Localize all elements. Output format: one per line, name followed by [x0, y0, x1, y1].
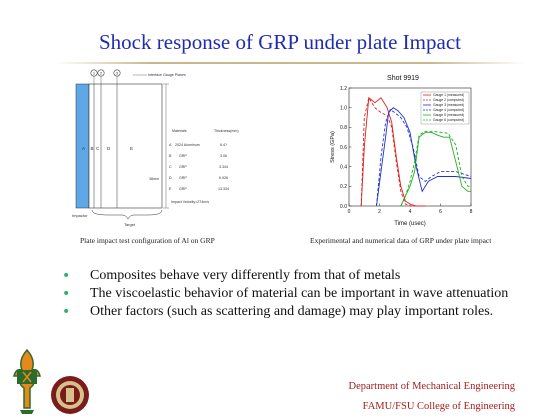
table-row-material: GRP	[179, 165, 187, 169]
bullet-text: Composites behave very differently from …	[90, 268, 401, 283]
gauge-number-3: 3	[116, 71, 119, 76]
y-tick-label: 0.8	[340, 125, 347, 131]
target-label: Target	[124, 222, 136, 227]
y-tick-label: 0.0	[340, 204, 347, 210]
gauge-number-1: 1	[93, 71, 96, 76]
y-axis-label: Stress (GPa)	[330, 131, 336, 163]
bullet-dot-icon: •	[62, 268, 71, 284]
table-header-thickness: Thickness(mm)	[214, 129, 239, 133]
y-tick-label: 0.4	[340, 164, 347, 170]
table-row-thickness: 6.4?	[220, 143, 227, 147]
table-row-material: GRP	[179, 176, 187, 180]
legend-label: Gauge 2 (computed)	[433, 98, 464, 102]
table-row-label: E	[169, 187, 172, 191]
velocity-note: Impact Velocity=274m/s	[171, 200, 209, 204]
table-row-label: D	[169, 176, 172, 180]
bullet-text: Other factors (such as scattering and da…	[90, 304, 494, 319]
y-tick-label: 0.6	[340, 145, 347, 151]
table-row-thickness: 3.06	[220, 154, 227, 158]
slide-title: Shock response of GRP under plate Impact	[99, 30, 461, 54]
table-row-material: GRP	[179, 187, 187, 191]
dimension-label: 38mm	[149, 177, 159, 181]
footer-college: FAMU/FSU College of Engineering	[362, 401, 515, 412]
legend-label: Gauge 1 (measured)	[433, 93, 464, 97]
famu-logo	[13, 348, 41, 414]
y-tick-label: 1.0	[340, 105, 347, 111]
table-row-thickness: 6.926	[219, 176, 228, 180]
series-line	[376, 107, 472, 207]
table-row-label: B	[169, 154, 172, 158]
x-tick-label: 6	[439, 209, 442, 215]
stress-time-chart: Shot 9919 0.0 0.2 0.4 0.6 0.8 1.0 1.2 0 2 4 6 8 Ga…	[330, 75, 473, 227]
layer-letter-d: D	[107, 146, 111, 151]
bullet-dot-icon: •	[62, 286, 71, 302]
fsu-seal-logo	[51, 376, 89, 414]
series-line	[400, 130, 471, 207]
plate-impact-diagram: 1 2 3 Interface Gauge Planes A B C D E 3…	[72, 69, 239, 227]
x-tick-label: 4	[409, 209, 412, 215]
series-line	[376, 108, 472, 207]
left-figure-caption: Plate impact test configuration of Al on…	[80, 236, 215, 245]
title-underline	[55, 62, 525, 64]
layer-letter-c: C	[96, 146, 100, 151]
x-tick-label: 2	[378, 209, 381, 215]
legend-label: Gauge 3 (measured)	[433, 103, 464, 107]
series-line	[360, 96, 426, 207]
y-tick-label: 1.2	[340, 86, 347, 92]
x-tick-label: 0	[348, 209, 351, 215]
bullet-dot-icon: •	[62, 304, 71, 320]
layer-letter-e: E	[130, 146, 133, 151]
target-block	[88, 83, 163, 209]
list-item: • The viscoelastic behavior of material …	[62, 286, 557, 304]
gauge-number-2: 2	[100, 71, 103, 76]
table-header-materials: Materials	[172, 129, 187, 133]
table-row-material: GRP	[179, 154, 187, 158]
layer-letter-a: A	[82, 146, 85, 151]
chart-title: Shot 9919	[387, 75, 419, 82]
legend-label: Gauge 5 (measured)	[433, 113, 464, 117]
gauge-planes-label: Interface Gauge Planes	[148, 73, 186, 77]
list-item: • Composites behave very differently fro…	[62, 268, 557, 286]
table-row-thickness: 13.334	[218, 187, 229, 191]
table-row-thickness: 3.344	[219, 165, 228, 169]
x-axis-label: Time (usec)	[394, 221, 425, 227]
legend-label: Gauge 6 (computed)	[433, 118, 464, 122]
table-row-label: C	[169, 165, 172, 169]
table-row-label: A	[169, 143, 172, 147]
list-item: • Other factors (such as scattering and …	[62, 304, 557, 322]
footer-department: Department of Mechanical Engineering	[348, 381, 515, 392]
series-line	[400, 131, 471, 207]
y-tick-label: 0.2	[340, 184, 347, 190]
bullet-text: The viscoelastic behavior of material ca…	[90, 286, 509, 301]
impactor-label: Impactor	[72, 213, 88, 218]
legend-box	[420, 91, 470, 125]
right-figure-caption: Experimental and numerical data of GRP u…	[310, 236, 492, 245]
legend-label: Gauge 4 (computed)	[433, 108, 464, 112]
x-tick-label: 8	[470, 209, 473, 215]
bullet-list: • Composites behave very differently fro…	[62, 268, 557, 322]
series-line	[360, 96, 426, 207]
layer-letter-b: B	[91, 146, 94, 151]
table-row-material: 2024 Aluminum	[175, 143, 200, 147]
